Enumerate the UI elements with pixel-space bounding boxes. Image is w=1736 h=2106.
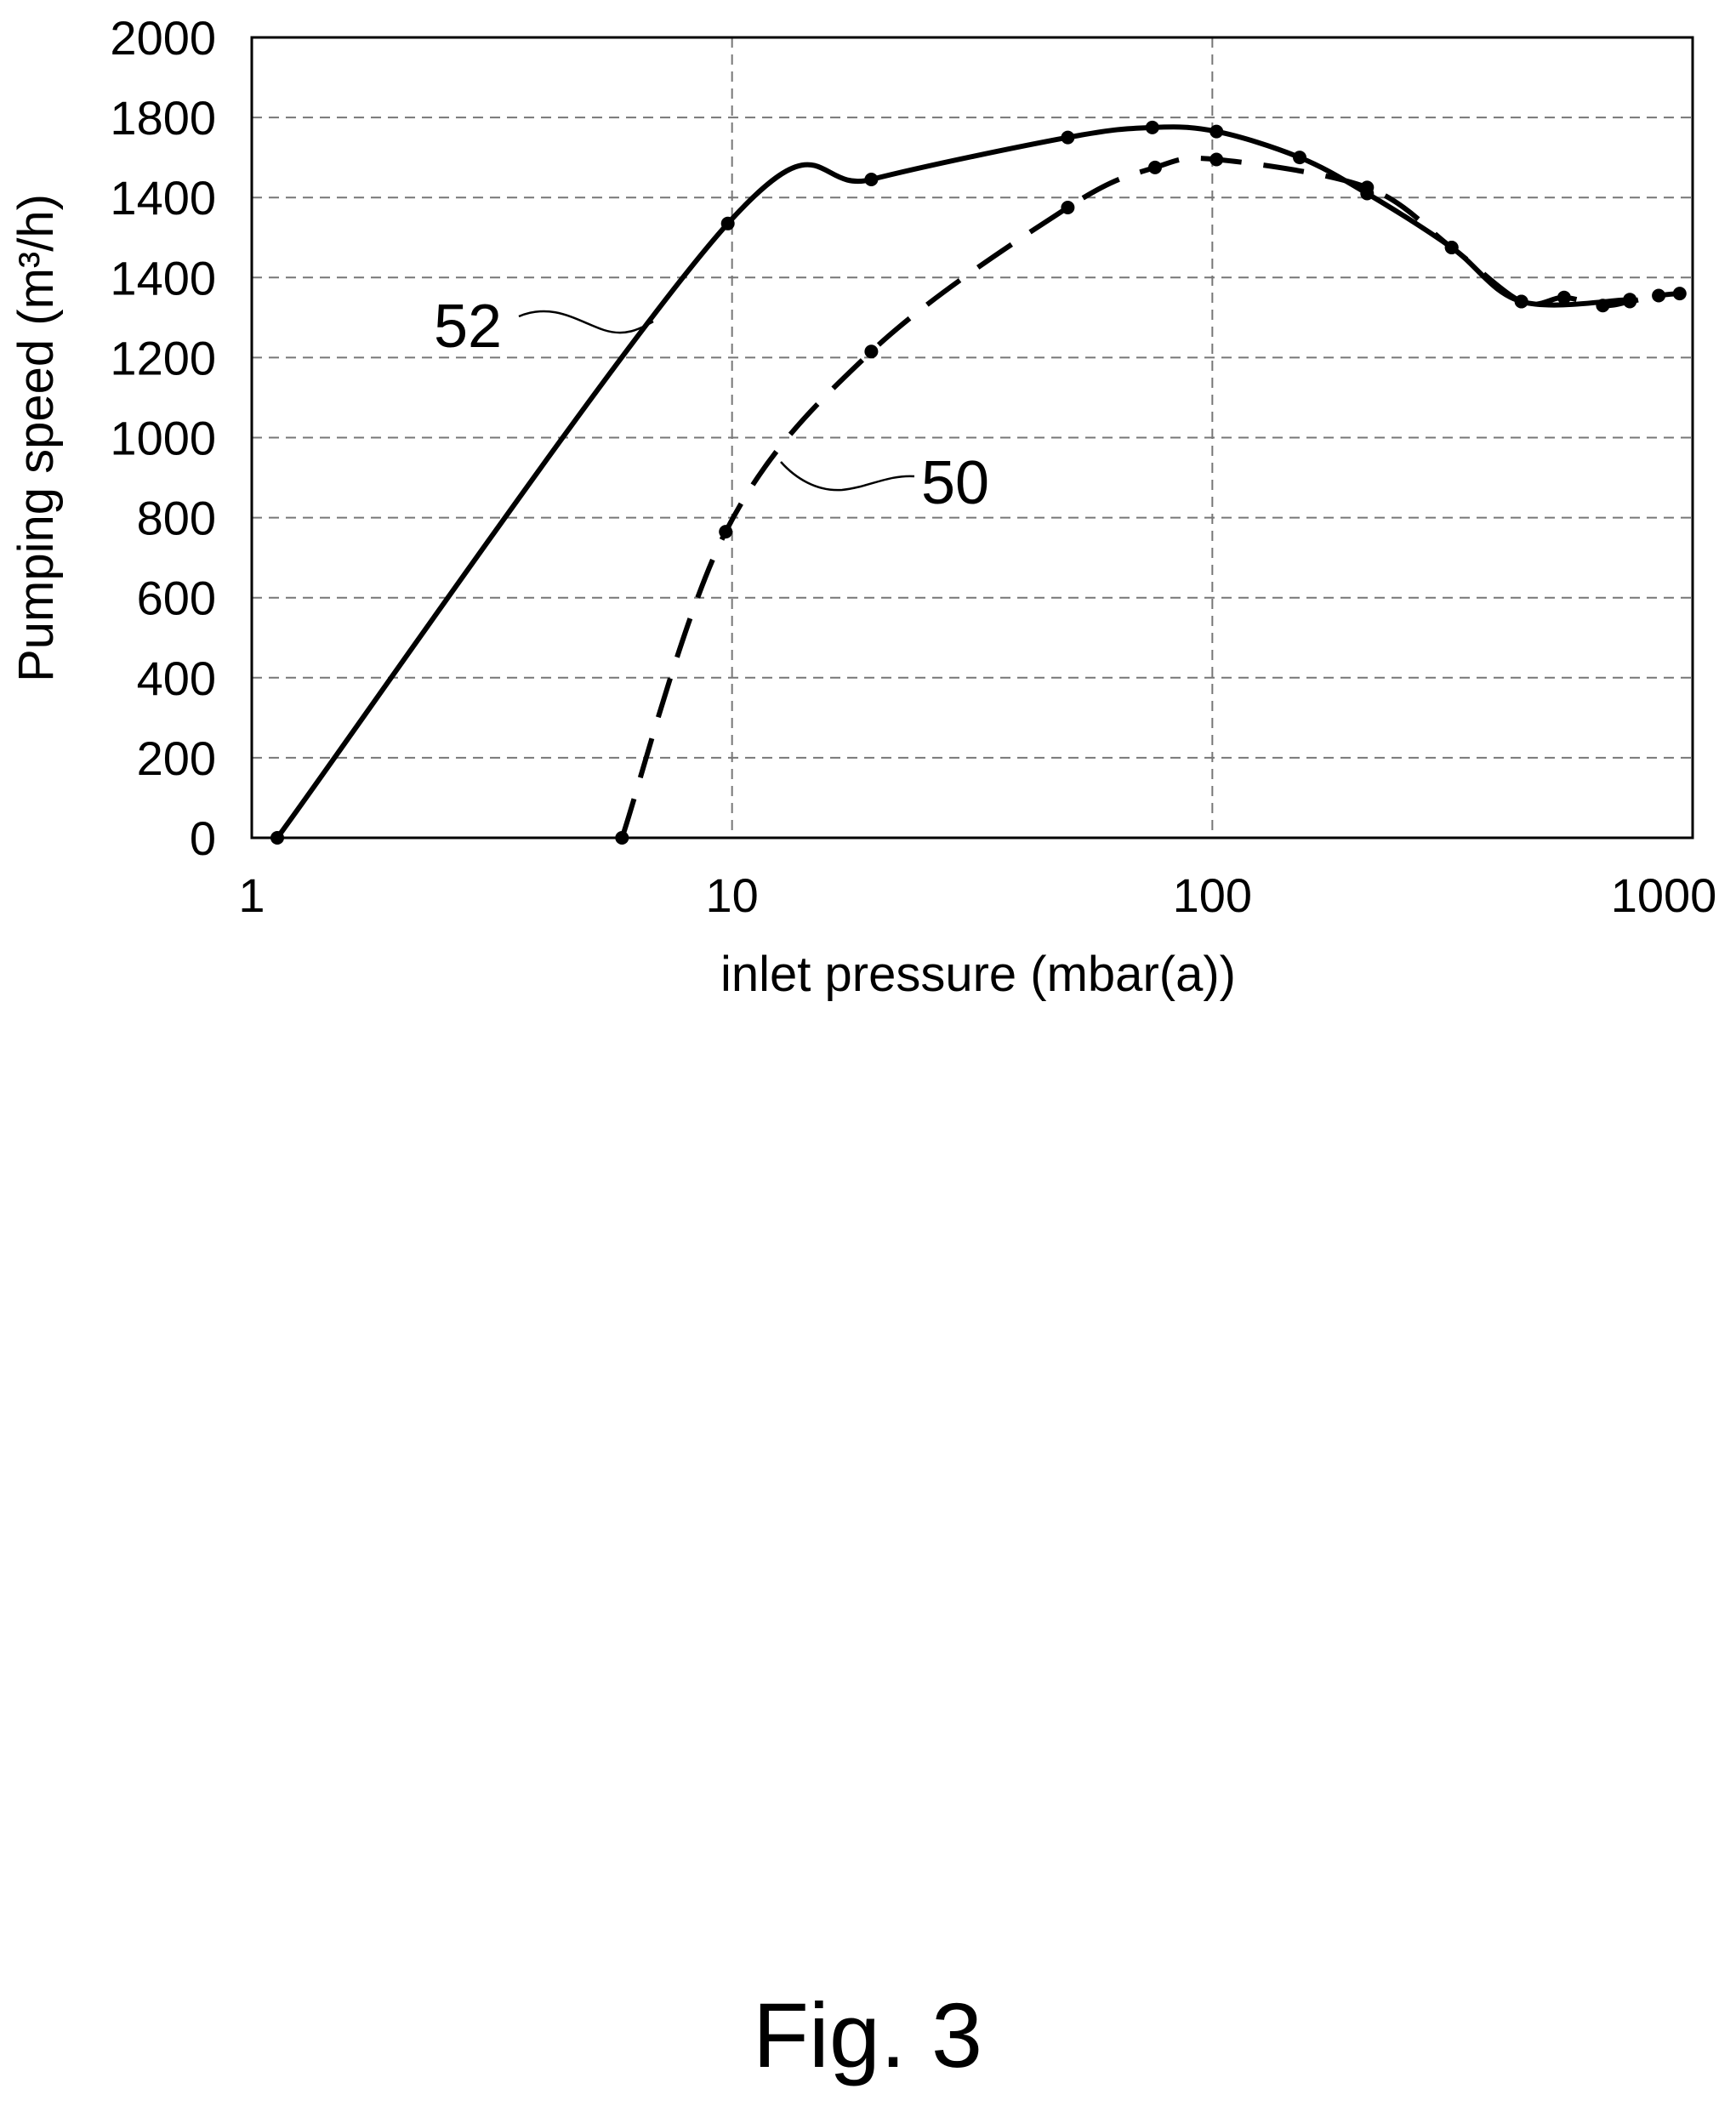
- series-52-point: [1293, 151, 1306, 165]
- y-tick-label: 1200: [110, 331, 216, 384]
- series-50-point: [1557, 290, 1571, 305]
- data-points: [270, 120, 1687, 845]
- y-tick-label: 0: [190, 811, 216, 865]
- series-50-point: [1061, 201, 1075, 214]
- series-50-point: [1210, 152, 1224, 167]
- figure-caption: Fig. 3: [753, 1984, 982, 2086]
- series-50-point: [615, 831, 629, 845]
- y-tick-label: 1800: [110, 91, 216, 145]
- series-50-line: [619, 156, 1681, 839]
- x-tick-label: 1000: [1611, 868, 1717, 922]
- series-50-ref-label: 50: [921, 449, 989, 517]
- series-50-point: [1148, 160, 1162, 174]
- series-50-point: [1444, 241, 1459, 254]
- y-tick-label: 2000: [110, 11, 216, 65]
- reference-labels: 52 50: [434, 293, 989, 517]
- series-52-point: [720, 216, 735, 231]
- x-tick-label: 100: [1173, 868, 1252, 922]
- series-50-point: [1623, 294, 1637, 309]
- y-tick-label: 1400: [110, 171, 216, 225]
- series-52-point: [864, 173, 879, 186]
- y-axis-title: Pumping speed (m³/h): [9, 194, 64, 682]
- y-tick-label: 1000: [110, 412, 216, 465]
- series-50-point: [1672, 287, 1687, 301]
- series-50-point: [719, 525, 733, 539]
- y-tick-label: 200: [137, 731, 216, 785]
- x-tick-label: 1: [238, 868, 265, 922]
- x-tick-labels: 1 10 100 1000: [238, 868, 1716, 922]
- series-50-point: [1514, 294, 1528, 309]
- plot-frame: [250, 36, 1694, 840]
- series-50-point: [1652, 288, 1666, 303]
- y-tick-label: 1400: [110, 251, 216, 305]
- y-tick-label: 800: [137, 492, 216, 545]
- y-tick-label: 400: [137, 652, 216, 705]
- series-50-leader-line: [780, 461, 915, 492]
- series-52-point: [270, 831, 284, 845]
- x-axis-title: inlet pressure (mbar(a)): [720, 947, 1236, 1002]
- y-tick-label: 600: [137, 572, 216, 625]
- series-52-point: [1210, 124, 1224, 139]
- series-50-point: [864, 344, 879, 359]
- x-tick-label: 10: [706, 868, 759, 922]
- y-tick-labels: 0 200 400 600 800 1000 1200 1400 1400 1800 2000: [110, 11, 216, 865]
- series-50-point: [1360, 180, 1375, 195]
- series-52-leader-line: [518, 310, 654, 334]
- grid-lines: [252, 37, 1693, 838]
- series-52-point: [1145, 120, 1159, 134]
- series-52-ref-label: 52: [434, 293, 502, 361]
- series-52-point: [1061, 130, 1075, 145]
- series-50-point: [1596, 299, 1610, 313]
